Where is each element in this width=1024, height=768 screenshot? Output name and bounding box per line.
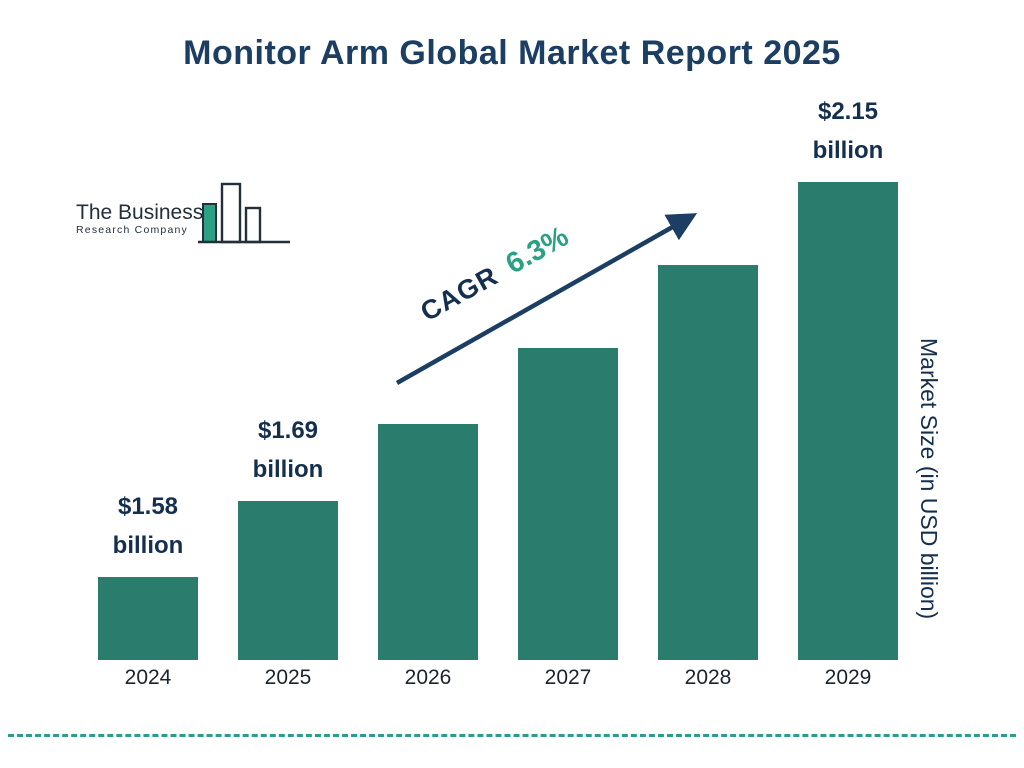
logo-name: The Business <box>76 201 204 224</box>
bar-group-2029: 2029 $2.15 billion <box>778 98 918 692</box>
logo-text: The Business Research Company <box>76 202 203 237</box>
bar-group-2025: 2025 $1.69 billion <box>218 100 358 692</box>
bar-chart: 2024 $1.58 billion 2025 $1.69 billion 2026 2027… <box>78 98 918 692</box>
bar-2024 <box>98 577 198 660</box>
x-tick-2025: 2025 <box>264 666 312 689</box>
x-tick-2024: 2024 <box>124 666 172 689</box>
y-axis-label: Market Size (in USD billion) <box>916 338 942 620</box>
bar-2025 <box>238 501 338 660</box>
x-tick-2028: 2028 <box>684 666 732 689</box>
logo: The Business Research Company <box>76 182 290 256</box>
x-tick-2029: 2029 <box>824 666 872 689</box>
bar-2026 <box>378 424 478 660</box>
value-label-2024: $1.58 billion <box>112 493 184 559</box>
value-label-2029: $2.15 billion <box>812 98 884 164</box>
bar-2029 <box>798 182 898 660</box>
x-tick-2026: 2026 <box>404 666 452 689</box>
bar-2027 <box>518 348 618 660</box>
bar-group-2026: 2026 <box>358 100 498 692</box>
value-label-2025: $1.69 billion <box>252 417 324 483</box>
page-title: Monitor Arm Global Market Report 2025 <box>183 34 841 72</box>
bar-2028 <box>658 265 758 660</box>
logo-subname: Research Company <box>76 224 188 236</box>
bar-group-2027: 2027 <box>498 100 638 692</box>
bar-group-2028: 2028 <box>638 100 778 692</box>
x-tick-2027: 2027 <box>544 666 592 689</box>
logo-bar-chart-icon <box>198 180 293 257</box>
bottom-dashed-line <box>8 734 1016 737</box>
bar-group-2024: 2024 $1.58 billion <box>78 100 218 692</box>
